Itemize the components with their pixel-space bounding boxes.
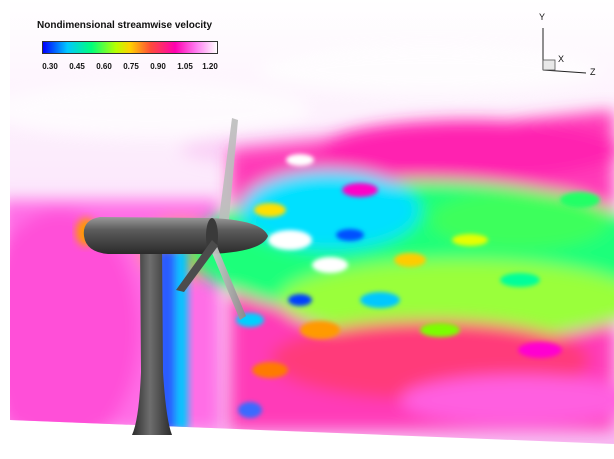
colorbar [42, 41, 218, 54]
axis-label-z: Z [590, 67, 596, 77]
colorbar-tick: 1.05 [177, 62, 193, 71]
axis-label-x: X [558, 54, 565, 64]
axis-triad [542, 28, 587, 74]
tidal-turbine [83, 118, 268, 435]
legend-title: Nondimensional streamwise velocity [37, 20, 213, 31]
colorbar-tick: 0.60 [96, 62, 112, 71]
colorbar-ticks: 0.30 0.45 0.60 0.75 0.90 1.05 1.20 [42, 62, 218, 74]
colorbar-tick: 0.45 [69, 62, 85, 71]
colorbar-tick: 0.30 [42, 62, 58, 71]
axis-label-y: Y [539, 12, 546, 22]
colorbar-tick: 1.20 [202, 62, 218, 71]
colorbar-tick: 0.75 [123, 62, 139, 71]
colorbar-tick: 0.90 [150, 62, 166, 71]
